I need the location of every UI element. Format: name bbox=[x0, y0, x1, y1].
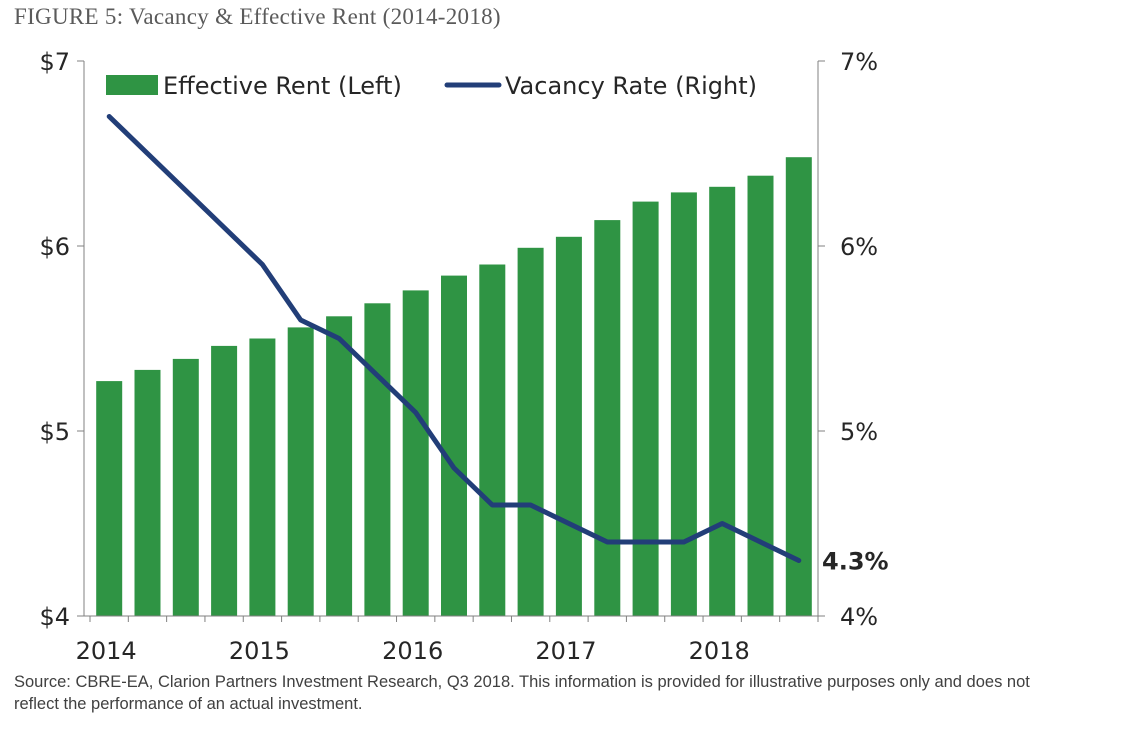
vacancy-end-label: 4.3% bbox=[822, 548, 889, 576]
bar bbox=[172, 358, 199, 616]
source-line-1: Source: CBRE-EA, Clarion Partners Invest… bbox=[14, 673, 1030, 691]
bar bbox=[632, 201, 659, 616]
bar bbox=[670, 192, 697, 616]
bar bbox=[555, 236, 582, 617]
left-tick-label: $7 bbox=[39, 48, 70, 76]
bar bbox=[479, 264, 506, 616]
bar bbox=[594, 220, 621, 616]
bar bbox=[96, 381, 123, 616]
bar bbox=[249, 338, 276, 616]
figure-title: FIGURE 5: Vacancy & Effective Rent (2014… bbox=[14, 4, 501, 29]
bar-series bbox=[96, 157, 812, 617]
bar bbox=[326, 316, 353, 616]
annotations: 4.3% bbox=[822, 548, 889, 576]
right-tick-label: 4% bbox=[840, 603, 878, 631]
x-tick-label: 2017 bbox=[535, 637, 596, 665]
left-tick-label: $6 bbox=[39, 233, 70, 261]
legend: Effective Rent (Left) Vacancy Rate (Right… bbox=[106, 72, 757, 100]
bar bbox=[441, 275, 467, 616]
x-tick-label: 2016 bbox=[382, 637, 443, 665]
x-tick-label: 2015 bbox=[229, 637, 290, 665]
source-note: Source: CBRE-EA, Clarion Partners Invest… bbox=[14, 671, 1124, 715]
x-tick-label: 2014 bbox=[76, 637, 137, 665]
legend-swatch-rent bbox=[106, 75, 158, 95]
left-tick-label: $5 bbox=[39, 418, 70, 446]
bar bbox=[402, 290, 429, 616]
bar bbox=[517, 247, 544, 617]
axes: $4 $5 $6 $7 4% 5% 6% 7% 2014 2015 2016 2017 2018 bbox=[39, 48, 878, 665]
x-tick-label: 2018 bbox=[689, 637, 750, 665]
bar bbox=[287, 327, 314, 616]
right-tick-label: 6% bbox=[840, 233, 878, 261]
right-tick-label: 7% bbox=[840, 48, 878, 76]
left-tick-label: $4 bbox=[39, 603, 70, 631]
rent-vacancy-chart: $4 $5 $6 $7 4% 5% 6% 7% 2014 2015 2016 2017 2018 Eff… bbox=[39, 48, 889, 665]
right-tick-label: 5% bbox=[840, 418, 878, 446]
legend-label-vacancy: Vacancy Rate (Right) bbox=[505, 72, 757, 100]
bar bbox=[134, 369, 161, 616]
bar bbox=[709, 186, 736, 617]
source-line-2: reflect the performance of an actual inv… bbox=[14, 695, 363, 713]
line-series bbox=[106, 114, 802, 563]
bar bbox=[785, 157, 812, 616]
bar bbox=[364, 303, 391, 616]
bar bbox=[211, 345, 238, 616]
legend-label-rent: Effective Rent (Left) bbox=[163, 72, 402, 100]
bar bbox=[747, 175, 774, 616]
